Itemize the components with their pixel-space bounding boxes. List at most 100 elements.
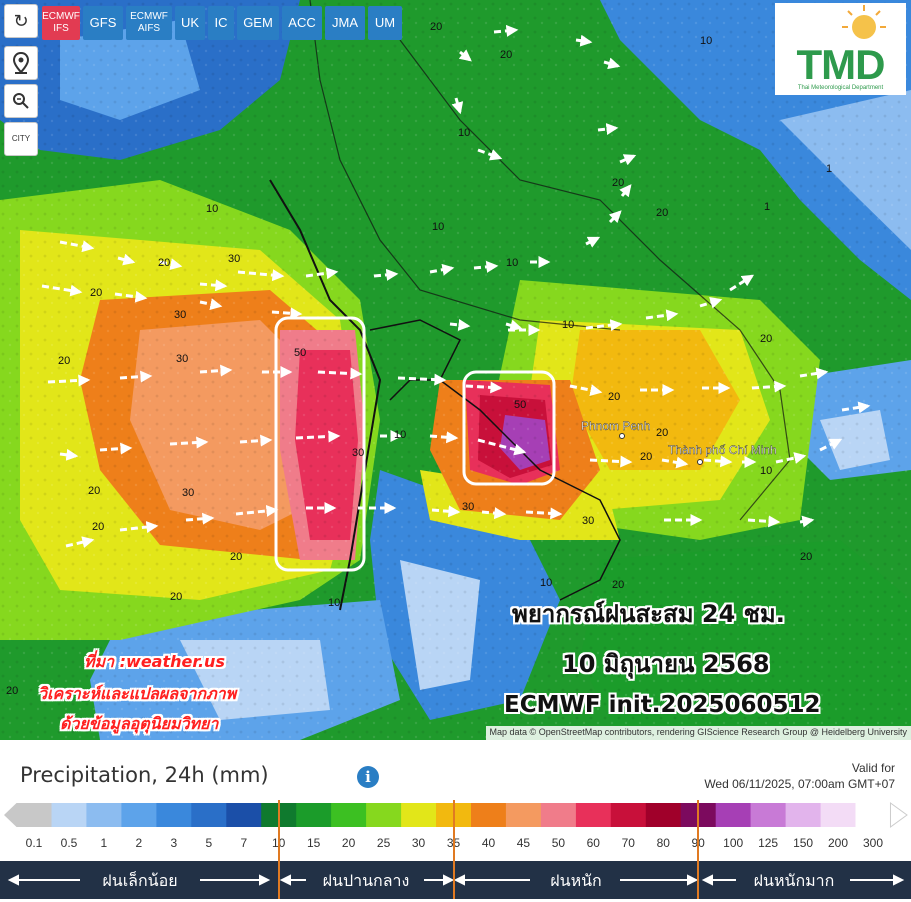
scale-swatch [366, 803, 402, 827]
scale-swatch [471, 803, 507, 827]
svg-text:20: 20 [800, 551, 812, 563]
info-icon[interactable]: i [357, 766, 379, 788]
svg-text:10: 10 [328, 597, 340, 609]
svg-text:20: 20 [430, 21, 442, 33]
svg-text:30: 30 [176, 353, 188, 365]
svg-text:10: 10 [394, 429, 406, 441]
scale-label: 7 [240, 836, 248, 850]
scale-label: 25 [376, 836, 391, 850]
svg-text:20: 20 [500, 49, 512, 61]
svg-text:20: 20 [640, 451, 652, 463]
zoom-button[interactable] [4, 84, 38, 118]
svg-text:10: 10 [760, 465, 772, 477]
scale-swatch [51, 803, 87, 827]
meteorology-text: ด้วยข้อมูลอุตุนิยมวิทยา [60, 714, 219, 733]
tab-gem[interactable]: GEM [237, 6, 279, 40]
analysis-text: วิเคราะห์และแปลผลจากภาพ [38, 684, 237, 703]
scale-swatch [296, 803, 332, 827]
scale-label: 1 [100, 836, 108, 850]
svg-text:30: 30 [228, 253, 240, 265]
scale-label: 45 [516, 836, 531, 850]
precipitation-map[interactable]: 20 30 20 30 20 30 20 30 20 20 50 30 50 30 30 20 20 1… [0, 0, 911, 740]
divider-moderate-heavy [453, 800, 455, 899]
tab-ecmwf-ifs[interactable]: ECMWF IFS [42, 6, 80, 40]
scale-label: 200 [827, 836, 849, 850]
forecast-date: 10 มิถุนายน 2568 [562, 650, 770, 678]
scale-label: 0.5 [60, 836, 78, 850]
svg-text:1: 1 [826, 163, 832, 175]
category-light-rain: ฝนเล็กน้อย [102, 871, 178, 890]
tab-uk[interactable]: UK [175, 6, 205, 40]
svg-text:20: 20 [656, 427, 668, 439]
svg-text:50: 50 [294, 347, 306, 359]
scale-swatch [715, 803, 752, 827]
scale-swatch [121, 803, 157, 827]
tab-ic[interactable]: IC [208, 6, 234, 40]
scale-label: 50 [551, 836, 566, 850]
valid-for-label: Valid for [851, 761, 895, 775]
sun-icon [842, 5, 886, 39]
svg-text:20: 20 [608, 391, 620, 403]
scale-swatch [226, 803, 262, 827]
color-scale-bar [4, 802, 908, 828]
svg-text:50: 50 [514, 399, 526, 411]
svg-text:10: 10 [562, 319, 574, 331]
category-heavy-rain: ฝนหนัก [550, 871, 602, 890]
svg-text:30: 30 [182, 487, 194, 499]
tab-acc[interactable]: ACC [282, 6, 322, 40]
tab-gfs[interactable]: GFS [83, 6, 123, 40]
svg-text:30: 30 [582, 515, 594, 527]
map-pin-icon [12, 52, 30, 74]
refresh-icon: ↻ [13, 10, 29, 32]
valid-for-time: Wed 06/11/2025, 07:00am GMT+07 [704, 777, 895, 791]
place-label-phnom-penh: Phnom Penh [581, 419, 650, 433]
scale-labels: 0.10.51235710152025303540455060708090100… [0, 836, 911, 852]
magnifier-icon [13, 93, 29, 109]
scale-arrow-left [4, 803, 17, 827]
scale-swatch [16, 803, 52, 827]
tmd-logo-subtitle: Thai Meteorological Department [797, 85, 884, 91]
category-moderate-rain: ฝนปานกลาง [322, 871, 410, 890]
forecast-title: พยากรณ์ฝนสะสม 24 ชม. [512, 600, 785, 628]
svg-text:20: 20 [230, 551, 242, 563]
category-very-heavy-rain: ฝนหนักมาก [753, 871, 835, 890]
tab-ecmwf-aifs[interactable]: ECMWF AIFS [126, 6, 172, 40]
scale-label: 0.1 [25, 836, 43, 850]
scale-swatch [86, 803, 122, 827]
scale-label: 70 [621, 836, 635, 850]
tab-jma[interactable]: JMA [325, 6, 365, 40]
highlight-box-andaman-coast [274, 316, 366, 572]
svg-text:10: 10 [206, 203, 218, 215]
scale-swatch [331, 803, 367, 827]
svg-text:20: 20 [612, 177, 624, 189]
scale-swatch [785, 803, 822, 827]
location-button[interactable] [4, 46, 38, 80]
rain-category-bar: ฝนเล็กน้อย ฝนปานกลาง ฝนหนัก ฝนหนักมาก [0, 861, 911, 899]
scale-swatch [610, 803, 647, 827]
valid-for: Valid for Wed 06/11/2025, 07:00am GMT+07 [704, 760, 895, 792]
svg-text:20: 20 [170, 591, 182, 603]
city-toggle-button[interactable]: CITY [4, 122, 38, 156]
scale-label: 150 [793, 836, 814, 850]
svg-text:20: 20 [58, 355, 70, 367]
scale-label: 40 [481, 836, 496, 850]
svg-text:30: 30 [462, 501, 474, 513]
svg-text:20: 20 [92, 521, 104, 533]
highlight-box-eastern-coast [462, 370, 556, 486]
color-scale [0, 800, 911, 830]
svg-text:20: 20 [88, 485, 100, 497]
scale-label: 5 [205, 836, 213, 850]
svg-text:20: 20 [90, 287, 102, 299]
scale-swatch [540, 803, 577, 827]
tmd-logo: TMD Thai Meteorological Department [775, 3, 906, 95]
scale-label: 30 [411, 836, 426, 850]
tab-um[interactable]: UM [368, 6, 402, 40]
scale-label: 60 [586, 836, 600, 850]
scale-swatch [855, 803, 891, 827]
map-canvas: 20 30 20 30 20 30 20 30 20 20 50 30 50 30 30 20 20 1… [0, 0, 911, 740]
divider-heavy-veryheavy [697, 800, 699, 899]
svg-text:10: 10 [458, 127, 470, 139]
refresh-button[interactable]: ↻ [4, 4, 38, 38]
scale-swatch [401, 803, 437, 827]
svg-text:1: 1 [764, 201, 770, 213]
